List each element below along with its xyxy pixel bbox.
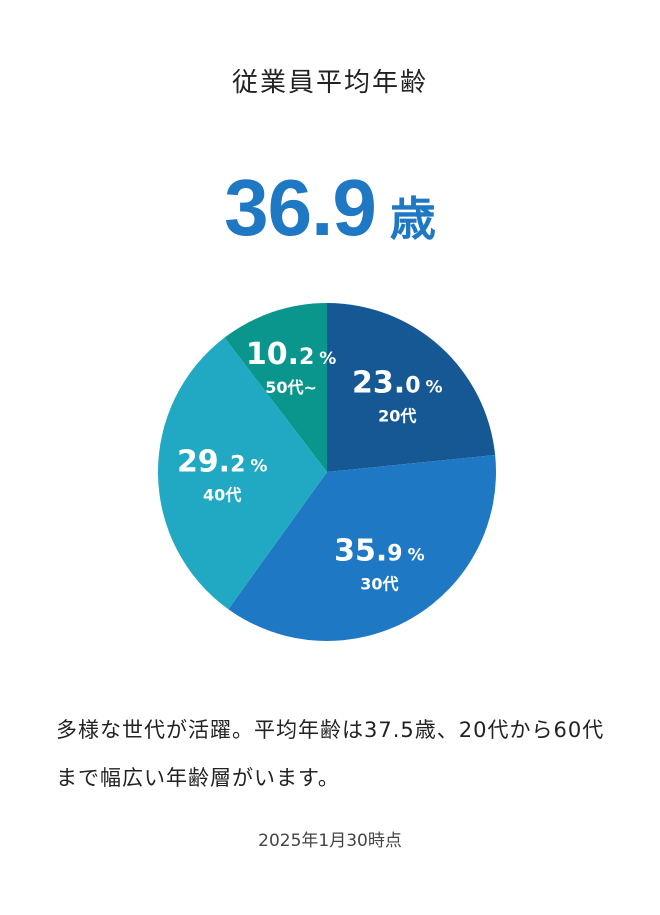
pie-slice-2 xyxy=(157,337,327,610)
chart-title: 従業員平均年齢 xyxy=(231,68,428,98)
slice-category-label-0: 20代 xyxy=(378,406,416,425)
average-age-unit: 歳 xyxy=(389,192,436,246)
pie-slice-0 xyxy=(327,303,496,472)
average-age: 36.9 歳 xyxy=(0,162,660,254)
slice-category-label-2: 40代 xyxy=(203,486,241,505)
slice-value-label-3: 10.2% xyxy=(246,337,337,372)
pie-chart: 23.0 % 20代 35.9 % 30代 29.2 % 40代 10.2 % 50代~ xyxy=(157,302,496,641)
date-note: 2025年1月30時点 xyxy=(258,831,402,851)
pie-slice-3 xyxy=(224,302,327,472)
slice-category-label-1: 30代 xyxy=(360,575,398,594)
slice-value-label-1: 35.9% xyxy=(334,534,425,569)
slice-category-label-3: 50代~ xyxy=(265,378,317,397)
average-age-value: 36.9 xyxy=(224,163,377,252)
slice-value-label-2: 29.2% xyxy=(177,445,268,480)
pie-slice-1 xyxy=(228,455,496,641)
slice-value-label-0: 23.0% xyxy=(352,365,443,400)
description-text: 多様な世代が活躍。平均年齢は37.5歳、20代から60代まで幅広い年齢層がいます… xyxy=(56,718,605,790)
